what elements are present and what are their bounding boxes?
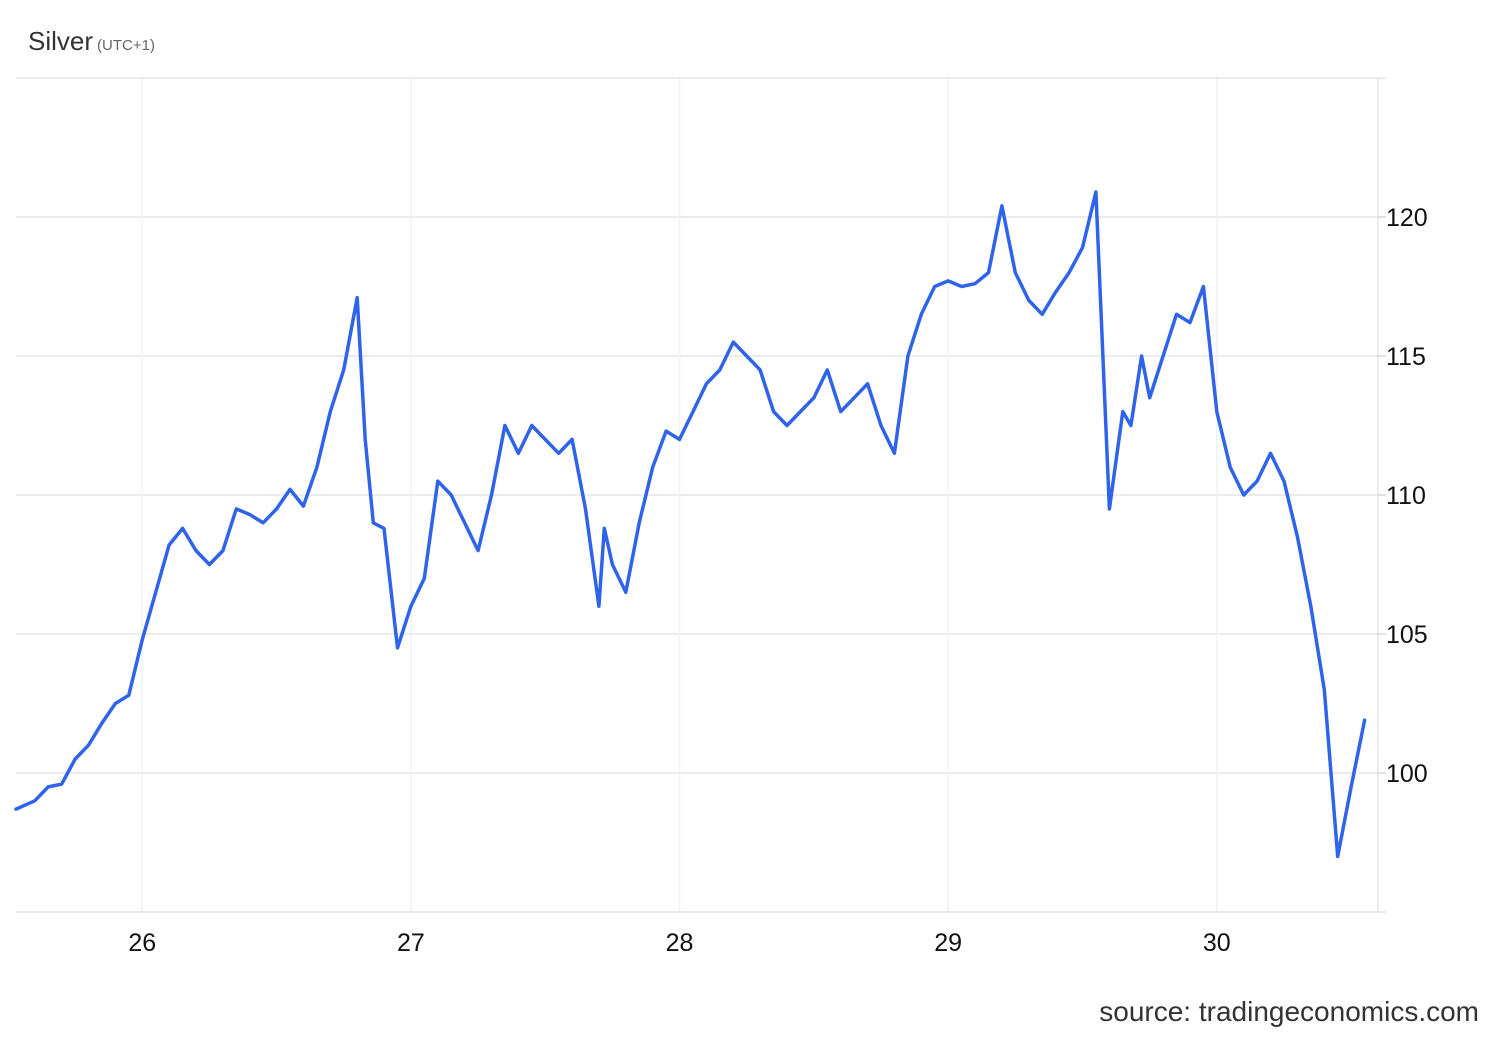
x-tick-label: 30 — [1203, 929, 1231, 957]
x-axis-ticks: 26 27 28 29 30 — [128, 929, 1230, 957]
y-axis-ticks: 100 105 110 115 120 — [1386, 204, 1428, 788]
x-tick-label: 26 — [128, 929, 156, 957]
y-tick-label: 100 — [1386, 760, 1428, 788]
y-tick-label: 110 — [1386, 482, 1426, 510]
silver-price-line — [14, 190, 1367, 859]
axes — [16, 77, 1386, 913]
y-tick-label: 115 — [1386, 343, 1426, 371]
x-tick-label: 28 — [666, 929, 694, 957]
x-tick-label: 29 — [934, 929, 962, 957]
chart-title: Silver (UTC+1) — [28, 26, 155, 57]
y-tick-label: 120 — [1386, 204, 1428, 232]
grid-lines — [16, 78, 1378, 912]
chart-title-text: Silver — [28, 26, 94, 56]
source-credit: source: tradingeconomics.com — [1099, 996, 1479, 1027]
x-tick-label: 27 — [397, 929, 425, 957]
chart-subtitle: (UTC+1) — [97, 37, 155, 54]
y-tick-label: 105 — [1386, 621, 1428, 649]
